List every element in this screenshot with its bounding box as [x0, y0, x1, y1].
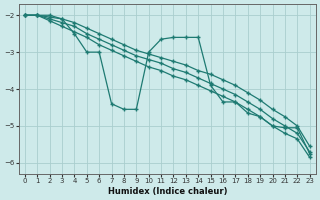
X-axis label: Humidex (Indice chaleur): Humidex (Indice chaleur) — [108, 187, 227, 196]
